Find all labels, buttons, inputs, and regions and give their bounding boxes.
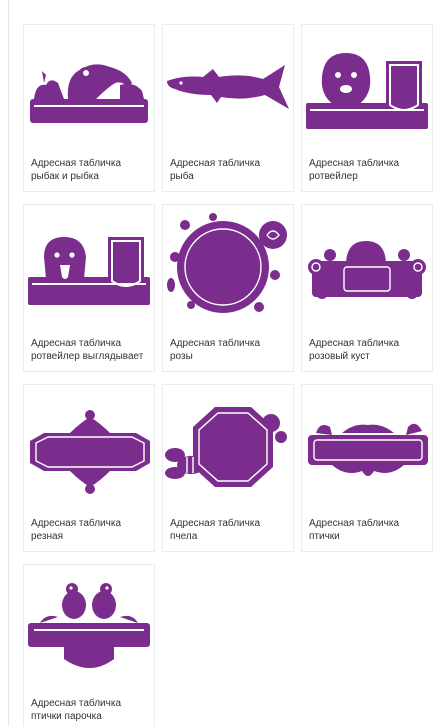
product-thumbnail[interactable]: [24, 565, 154, 683]
product-title[interactable]: Адресная табличка птички: [309, 518, 399, 542]
product-title[interactable]: Адресная табличка рыбак и рыбка: [31, 158, 121, 182]
product-card[interactable]: Адресная табличка ротвейлер: [301, 24, 433, 192]
rose-bush-plaque-icon: [308, 241, 426, 299]
product-card[interactable]: Адресная табличка ротвейлер выглядывает: [23, 204, 155, 372]
product-thumbnail[interactable]: [302, 25, 432, 143]
product-card[interactable]: Адресная табличка резная: [23, 384, 155, 552]
bee-plaque-icon: [165, 407, 287, 487]
page-left-border: [8, 0, 9, 726]
product-title[interactable]: Адресная табличка розы: [170, 338, 260, 362]
product-thumbnail[interactable]: [163, 385, 293, 503]
product-title[interactable]: Адресная табличка ротвейлер: [309, 158, 399, 182]
product-title[interactable]: Адресная табличка розовый куст: [309, 338, 399, 362]
product-thumbnail[interactable]: [302, 205, 432, 323]
product-thumbnail[interactable]: [163, 205, 293, 323]
birds-plaque-icon: [308, 423, 428, 476]
product-thumbnail[interactable]: [24, 385, 154, 503]
product-card[interactable]: Адресная табличка розовый куст: [301, 204, 433, 372]
product-title[interactable]: Адресная табличка пчела: [170, 518, 260, 542]
product-card[interactable]: Адресная табличка пчела: [162, 384, 294, 552]
product-thumbnail[interactable]: [163, 25, 293, 143]
fish-plaque-icon: [167, 65, 289, 109]
roses-plaque-icon: [167, 213, 287, 313]
product-card[interactable]: Адресная табличка рыбак и рыбка: [23, 24, 155, 192]
product-title[interactable]: Адресная табличка рыба: [170, 158, 260, 182]
carved-plaque-icon: [30, 410, 150, 494]
product-card[interactable]: Адресная табличка птички: [301, 384, 433, 552]
product-card[interactable]: Адресная табличка птички парочка: [23, 564, 155, 726]
product-title[interactable]: Адресная табличка ротвейлер выглядывает: [31, 338, 144, 362]
rottweiler-peeking-plaque-icon: [28, 237, 150, 305]
product-thumbnail[interactable]: [24, 205, 154, 323]
rottweiler-plaque-icon: [306, 53, 428, 129]
product-card[interactable]: Адресная табличка розы: [162, 204, 294, 372]
product-title[interactable]: Адресная табличка птички парочка: [31, 698, 121, 722]
product-card[interactable]: Адресная табличка рыба: [162, 24, 294, 192]
product-title[interactable]: Адресная табличка резная: [31, 518, 121, 542]
bird-couple-plaque-icon: [28, 583, 150, 668]
fisherman-fish-plaque-icon: [30, 64, 148, 123]
product-thumbnail[interactable]: [302, 385, 432, 503]
product-thumbnail[interactable]: [24, 25, 154, 143]
